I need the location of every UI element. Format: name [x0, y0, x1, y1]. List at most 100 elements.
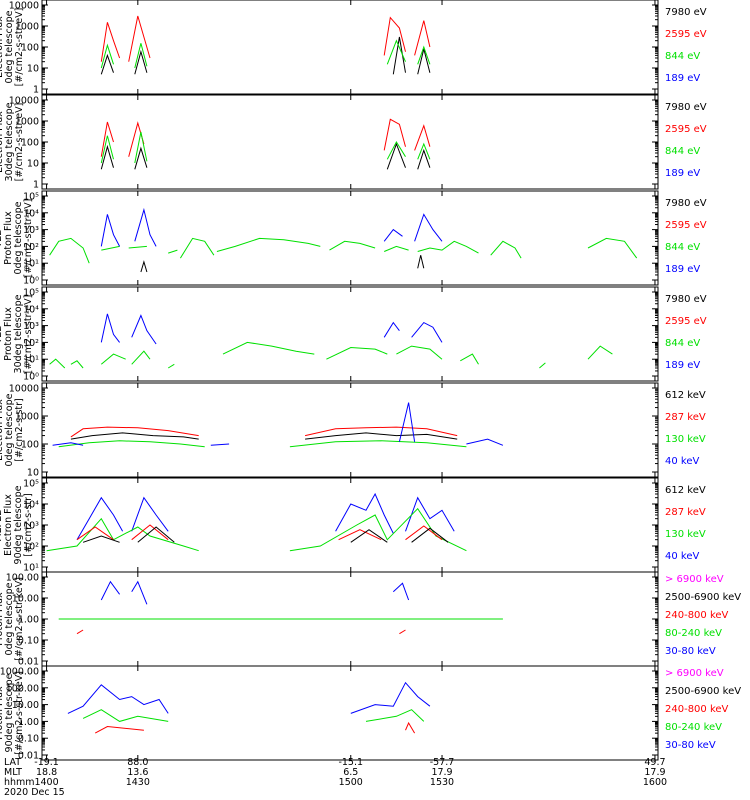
y-tick-label: 10² — [23, 338, 39, 349]
legend-entry: 30-80 keV — [665, 646, 716, 657]
y-axis-label: 90deg telescope — [13, 485, 24, 564]
series-line-blue — [392, 582, 410, 601]
series-line-red — [414, 124, 431, 151]
series-line-blue — [398, 402, 416, 442]
series-line-green — [396, 345, 443, 360]
y-axis-label: TED — [0, 228, 4, 248]
series-line-green — [82, 709, 169, 722]
x-tick-label-time: 1500 — [339, 777, 363, 788]
series-line-red — [414, 20, 431, 56]
series-line-red — [304, 426, 458, 437]
series-line-green — [46, 517, 199, 552]
series-line-blue — [131, 314, 157, 345]
legend-entry: 189 eV — [665, 360, 700, 371]
y-axis-label: Proton Flux — [3, 307, 14, 361]
series-line-green — [134, 43, 148, 69]
legend-entry: 287 keV — [665, 412, 706, 423]
series-line-red — [383, 118, 406, 151]
series-line-blue — [131, 496, 169, 532]
y-axis-label: TED — [0, 324, 4, 344]
y-tick-label: 10 — [27, 159, 39, 170]
series-line-green — [49, 358, 66, 369]
plot-frame — [41, 0, 659, 95]
series-line-red — [100, 121, 114, 157]
series-line-black — [350, 529, 388, 543]
y-axis-label: [#/cm2-s-str-eV] — [14, 103, 25, 182]
y-tick-label: 0.01 — [18, 657, 39, 668]
y-axis-label: 0deg telescope — [13, 201, 24, 274]
y-axis-label: 30deg telescope — [4, 102, 15, 181]
legend-entry: > 6900 keV — [665, 668, 724, 679]
plot-frame — [41, 190, 659, 286]
y-axis-label: Electron Flux — [0, 399, 5, 461]
y-tick-label: 10⁰ — [23, 276, 39, 287]
legend-entry: 189 eV — [665, 73, 700, 84]
legend-entry: 189 eV — [665, 168, 700, 179]
y-tick-label: 10⁵ — [23, 288, 39, 299]
y-tick-label: 10³ — [23, 225, 39, 236]
y-tick-label: 10⁴ — [23, 304, 39, 315]
series-line-red — [405, 525, 443, 541]
y-tick-label: 10000 — [9, 384, 39, 395]
y-tick-label: 10 — [27, 468, 39, 479]
y-tick-label: 10.00 — [12, 594, 39, 605]
y-axis-label: [#/cm2-s-str-keV] — [14, 671, 25, 755]
series-line-blue — [134, 207, 157, 247]
legend-entry: 7980 eV — [665, 7, 707, 18]
y-tick-label: 10⁰ — [23, 372, 39, 383]
y-tick-label: 10⁴ — [23, 208, 39, 219]
date-label: 2020 Dec 15 — [4, 787, 65, 798]
series-line-black — [82, 535, 120, 543]
series-line-blue — [76, 496, 124, 540]
x-row-label: MLT — [4, 767, 22, 778]
series-line-green — [417, 240, 479, 254]
legend-entry: 2595 eV — [665, 316, 707, 327]
y-tick-label: 10¹ — [23, 259, 39, 270]
y-axis-label: [#/cm2-s-str-eV] — [23, 199, 34, 278]
y-tick-label: 0.10 — [18, 734, 39, 745]
series-line-green — [417, 142, 431, 160]
y-axis-label: [#/cm2-s-str] — [23, 493, 34, 556]
series-line-black — [411, 527, 449, 543]
x-row-label: LAT — [4, 757, 21, 768]
series-line-green — [386, 140, 406, 160]
x-tick-label-lat: 49.7 — [644, 757, 665, 768]
y-axis-label: 30deg telescope — [13, 294, 24, 373]
legend-entry: 130 keV — [665, 434, 706, 445]
series-line-green — [539, 362, 546, 369]
y-tick-label: 1.00 — [18, 717, 39, 728]
y-tick-label: 10³ — [23, 521, 39, 532]
legend-entry: 2500-6900 keV — [665, 592, 741, 603]
x-tick-label-lat: 88.0 — [127, 757, 148, 768]
series-line-red — [76, 629, 84, 635]
y-tick-label: 100.00 — [6, 683, 39, 694]
series-line-green — [168, 249, 178, 254]
series-line-black — [137, 526, 175, 543]
x-tick-label-time: 1400 — [34, 777, 58, 788]
series-line-green — [365, 709, 425, 722]
series-line-black — [417, 148, 431, 170]
panel-8: 0.01 0.10 1.00 10.00 100.00 1000.00 Proton Flu… — [0, 665, 741, 762]
series-line-blue — [411, 321, 443, 343]
y-axis-label: Electron Flux — [0, 16, 5, 78]
x-tick-label-time: 1600 — [643, 777, 667, 788]
series-line-red — [399, 629, 406, 635]
y-tick-label: 1000 — [15, 117, 39, 128]
legend-entry: > 6900 keV — [665, 574, 724, 585]
y-axis-label: Proton Flux — [0, 592, 5, 646]
x-tick-label-mlt: 18.8 — [36, 767, 57, 778]
legend-entry: 40 keV — [665, 551, 699, 562]
series-line-green — [167, 363, 175, 369]
x-tick-label-lat: -19.1 — [34, 757, 59, 768]
y-tick-label: 1 — [33, 85, 39, 96]
series-line-green — [289, 440, 467, 448]
series-line-green — [58, 440, 205, 448]
series-line-blue — [350, 681, 431, 714]
legend-entry: 844 eV — [665, 51, 700, 62]
series-line-black — [417, 255, 425, 269]
panel-7: 0.01 0.10 1.00 10.00 100.00 Proton Flux 0deg t… — [0, 571, 741, 668]
series-line-red — [76, 526, 114, 541]
series-line-red — [338, 529, 382, 541]
y-tick-label: 10000 — [9, 96, 39, 107]
y-axis-label: Electron Flux — [0, 111, 5, 173]
